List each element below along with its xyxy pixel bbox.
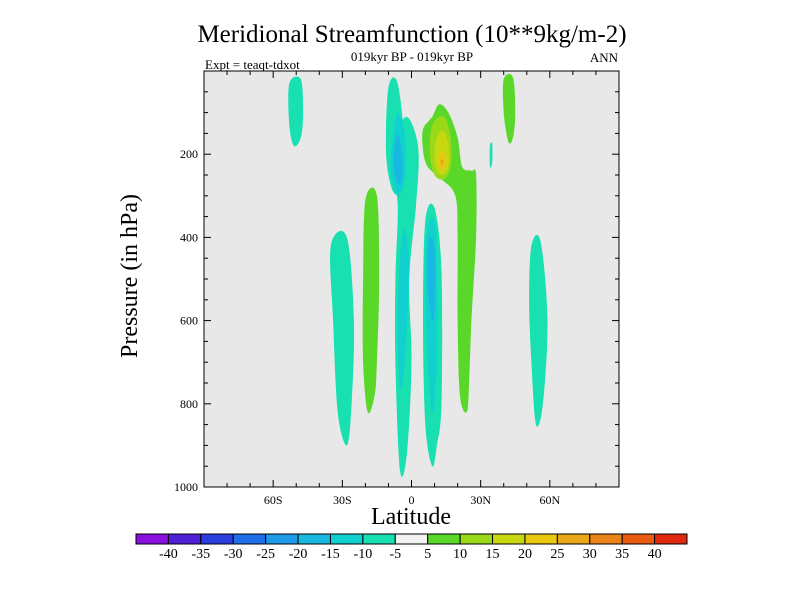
x-tick-label: 30S [333,493,352,507]
colorbar-swatch [492,533,526,545]
y-axis-label: Pressure (in hPa) [117,194,143,358]
colorbar-label: 30 [583,547,597,562]
colorbar-swatch [459,533,494,545]
colorbar: -40 -35 -30 -25 -20 -15 -10 -5 5 10 15 20 25 30 35 40 [135,533,688,562]
axis-ticks: 60S 30S 0 30N 60N 200 400 600 800 1000 [174,71,619,507]
colorbar-label: -35 [191,547,210,562]
colorbar-swatch [200,533,234,545]
contour-neg-10-g [489,142,493,168]
expt-label: Expt = teaqt-tdxot [205,57,300,72]
y-tick-label: 1000 [174,480,198,494]
colorbar-label: -30 [224,547,243,562]
contour-neg-10-e [529,234,548,427]
colorbar-swatch [621,533,656,545]
colorbar-swatch [589,533,623,545]
colorbar-label: -10 [354,547,373,562]
contour-neg-10-f [288,76,304,147]
contour-regions [288,73,548,477]
x-tick-label: 60N [539,493,560,507]
contour-neg-20-a [393,132,403,185]
colorbar-swatch [329,533,364,545]
colorbar-swatch [362,533,396,545]
colorbar-label: 35 [615,547,629,562]
x-tick-label: 0 [409,493,415,507]
colorbar-label: 40 [648,547,662,562]
colorbar-label: 25 [550,547,564,562]
colorbar-swatch [427,533,461,545]
colorbar-label: 5 [424,547,431,562]
x-axis-label: Latitude [371,504,451,530]
colorbar-swatch [167,533,202,545]
contour-neg-10-a [330,230,355,446]
x-tick-label: 60S [264,493,283,507]
colorbar-label: -25 [256,547,275,562]
contour-pos-5-b [422,104,477,413]
colorbar-label: -20 [289,547,308,562]
colorbar-swatch [556,533,591,545]
colorbar-label: -5 [389,547,401,562]
y-tick-label: 200 [180,147,198,161]
x-tick-label: 30N [470,493,491,507]
y-tick-label: 400 [180,230,198,244]
colorbar-swatch [524,533,558,545]
colorbar-swatch [135,533,169,545]
contour-neg-15-c [397,228,410,390]
colorbar-label: -15 [321,547,340,562]
colorbar-swatch [394,533,429,545]
contour-pos-25-a [440,159,444,166]
contour-pos-5-c [502,73,516,144]
colorbar-label: 15 [486,547,500,562]
colorbar-swatch [654,533,688,545]
season-label: ANN [590,50,619,65]
colorbar-swatch [297,533,331,545]
colorbar-label: 10 [453,547,467,562]
contour-pos-5-a [362,187,380,414]
chart-subtitle: 019kyr BP - 019kyr BP [351,49,473,64]
y-tick-label: 800 [180,397,198,411]
colorbar-label: -40 [159,547,178,562]
colorbar-swatch [265,533,299,545]
contour-neg-20-b [427,237,435,322]
chart-title: Meridional Streamfunction (10**9kg/m-2) [197,21,626,48]
y-tick-label: 600 [180,314,198,328]
colorbar-label: 20 [518,547,532,562]
colorbar-swatch [232,533,267,545]
